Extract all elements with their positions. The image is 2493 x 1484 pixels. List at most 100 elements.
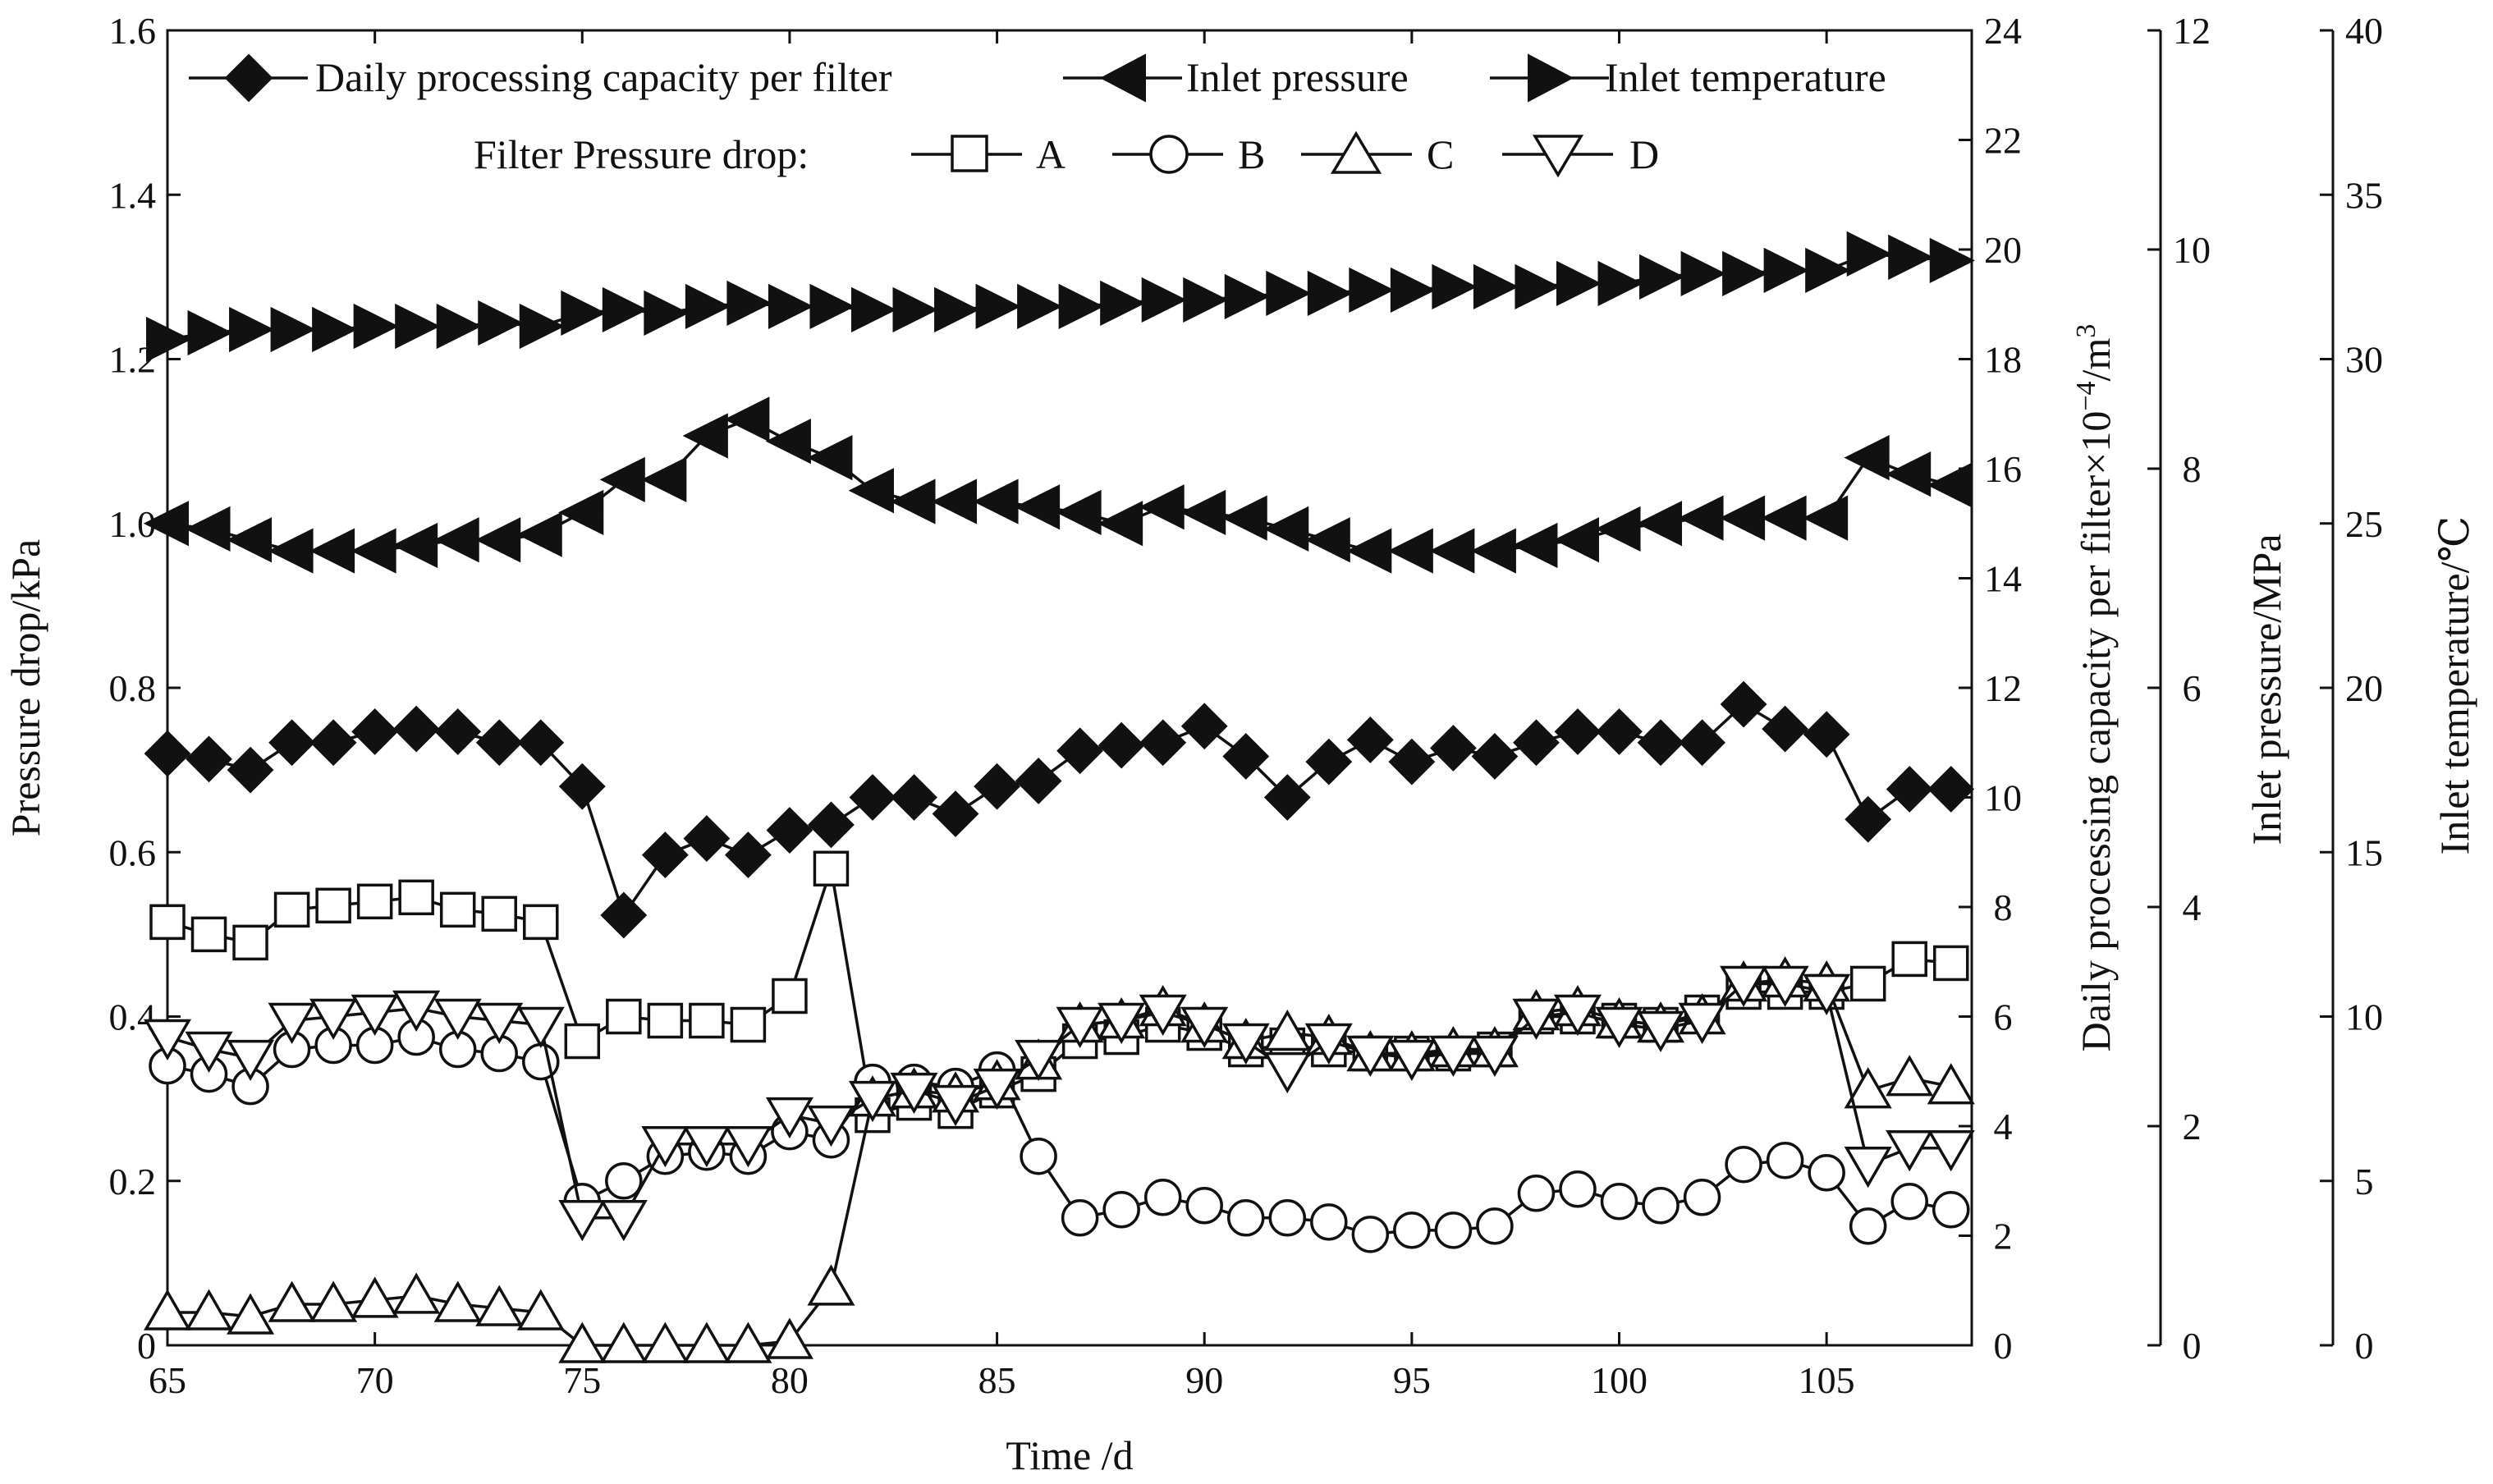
series-inlet-temperature-point (1639, 254, 1685, 300)
legend-capacity-marker (224, 53, 273, 103)
series-inlet-temperature-point (685, 283, 731, 330)
right1-axis-tick-label: 16 (1984, 448, 2022, 490)
series-d-point (890, 1072, 938, 1115)
series-inlet-pressure-point (143, 501, 189, 547)
series-d-point (724, 1125, 772, 1168)
series-a-point (689, 1002, 725, 1039)
series-inlet-temperature-point (934, 286, 980, 333)
series-inlet-temperature-point (1722, 250, 1768, 296)
series-d-point (765, 1097, 813, 1139)
series-inlet-temperature-point (1888, 234, 1934, 280)
series-c-line (167, 978, 1952, 1347)
series-b-point (1476, 1207, 1514, 1245)
series-inlet-temperature-point (478, 300, 524, 346)
series-b-point (1932, 1191, 1970, 1229)
series-c-point (599, 1321, 648, 1363)
series-daily-processing-capacity-per-filter-point (600, 891, 648, 939)
legend-c-marker (1330, 131, 1382, 174)
right2-axis-tick-label: 2 (2183, 1106, 2202, 1147)
legend-c-label: C (1427, 131, 1454, 177)
series-inlet-temperature-point (1390, 267, 1437, 314)
left-axis-tick-label: 0 (137, 1325, 156, 1367)
series-inlet-pressure-point (185, 506, 231, 552)
series-c-point (143, 1289, 192, 1331)
legend-temperature-label: Inlet temperature (1605, 54, 1886, 100)
series-d-point (641, 1125, 690, 1168)
legend-item-inlet-temperature: Inlet temperature (1490, 53, 1886, 103)
series-inlet-pressure-point (641, 456, 687, 502)
series-daily-processing-capacity-per-filter-point (974, 763, 1020, 810)
series-inlet-pressure-point (309, 528, 355, 574)
right1-axis-tick-label: 14 (1984, 558, 2022, 600)
series-daily-processing-capacity-per-filter-point (1637, 719, 1684, 767)
series-inlet-temperature-point (1680, 250, 1726, 296)
right3-axis-tick-label: 30 (2345, 339, 2383, 381)
series-inlet-temperature-point (1266, 270, 1312, 317)
series-c-point (682, 1321, 731, 1363)
series-c-point (185, 1289, 233, 1331)
series-b-point (1061, 1199, 1099, 1237)
legend-item-capacity: Daily processing capacity per filter (189, 53, 892, 103)
series-c-point (807, 1264, 855, 1306)
series-a-point (481, 895, 517, 932)
series-c-point (433, 1280, 482, 1322)
plot-frame (166, 29, 1973, 1347)
series-b-point (1725, 1145, 1762, 1184)
series-daily-processing-capacity-per-filter-point (1845, 795, 1892, 843)
series-c-point (309, 1280, 358, 1322)
series-inlet-pressure-point (1429, 528, 1475, 574)
series-daily-processing-capacity-per-filter-point (1305, 738, 1353, 786)
x-tick-label: 95 (1393, 1359, 1431, 1401)
series-daily-processing-capacity-per-filter-point (932, 790, 979, 837)
series-inlet-pressure-point (1678, 495, 1724, 541)
series-daily-processing-capacity-per-filter-point (1803, 711, 1850, 758)
series-daily-processing-capacity-per-filter-point (1679, 719, 1725, 767)
series-c-point (765, 1317, 813, 1359)
series-inlet-pressure-point (392, 522, 438, 569)
right2-axis-tick-label: 0 (2183, 1325, 2202, 1367)
series-daily-processing-capacity-per-filter-point (1554, 708, 1602, 755)
series-inlet-pressure-point (1346, 528, 1392, 574)
series-inlet-temperature-point (436, 303, 482, 350)
series-inlet-temperature-point (1763, 247, 1809, 293)
series-d-point (351, 994, 399, 1036)
series-d-point (475, 1002, 524, 1045)
series-inlet-pressure-point (1263, 506, 1309, 552)
series-a-point (232, 924, 268, 961)
legend-item-d: D (1502, 131, 1659, 178)
series-inlet-temperature-point (1846, 231, 1892, 277)
series-inlet-pressure-point (682, 413, 728, 459)
left-axis-tick-label: 0.8 (109, 667, 157, 709)
x-tick-label: 80 (771, 1359, 809, 1401)
series-inlet-pressure-point (1221, 495, 1267, 541)
x-axis-title: Time /d (1006, 1432, 1133, 1478)
series-inlet-temperature-point (1805, 247, 1851, 293)
x-tick-label: 65 (149, 1359, 186, 1401)
right1-axis-tick-label: 20 (1984, 229, 2022, 271)
capacity-axis-title: Daily processing capacity per filter×10−… (2071, 324, 2119, 1052)
series-c-point (475, 1285, 524, 1326)
series-daily-processing-capacity-per-filter-point (351, 708, 399, 755)
series-d-point (1803, 973, 1851, 1015)
series-d-point (682, 1125, 731, 1168)
series-d (143, 965, 1975, 1242)
series-b-point (1517, 1175, 1556, 1212)
series-d-point (932, 1084, 980, 1127)
right1-axis-tick-label: 10 (1984, 777, 2022, 819)
series-inlet-pressure-point (1139, 484, 1185, 530)
series-inlet-pressure-point (1304, 517, 1350, 563)
series-daily-processing-capacity-per-filter-point (766, 807, 813, 854)
series-inlet-temperature-point (561, 290, 607, 337)
series-daily-processing-capacity-per-filter-point (268, 719, 316, 767)
series-d-point (1346, 1035, 1395, 1078)
series-inlet-temperature-point (768, 283, 814, 330)
series-daily-processing-capacity-per-filter-point (891, 774, 937, 821)
series-b-point (1102, 1191, 1140, 1229)
series-d-point (1844, 1146, 1892, 1189)
series-daily-processing-capacity-per-filter-point (434, 708, 482, 755)
series-b-point (1393, 1211, 1431, 1249)
series-a-point (1849, 965, 1886, 1002)
series-inlet-pressure-point (1097, 501, 1143, 547)
series-inlet-temperature-point (1515, 263, 1560, 310)
series-a-point (149, 904, 186, 941)
